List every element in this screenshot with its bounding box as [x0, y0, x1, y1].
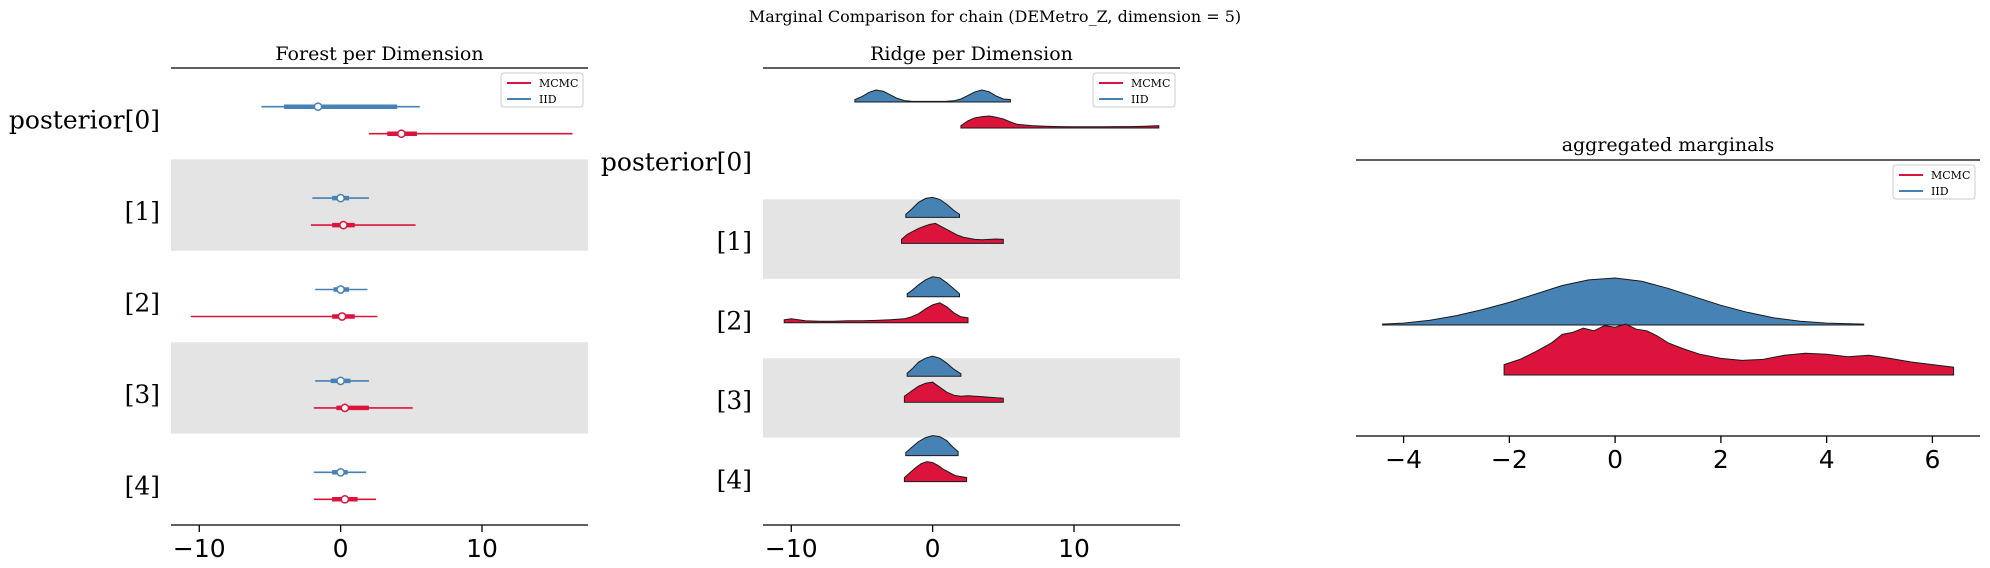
ridge-density-iid: [906, 276, 960, 298]
aggregated-density-iid: [1381, 277, 1865, 326]
row-band: [171, 159, 588, 251]
forest-median-point-iid: [336, 467, 345, 477]
ridge-density-mcmc: [783, 302, 969, 324]
panel-title: Ridge per Dimension: [870, 43, 1073, 65]
row-label: posterior[0]: [601, 148, 752, 177]
row-label: [1]: [125, 197, 160, 226]
row-band: [171, 342, 588, 434]
forest-median-point-iid: [313, 102, 323, 112]
aggregated-density-mcmc: [1503, 323, 1955, 376]
ridge-density-iid: [854, 89, 1011, 103]
forest-median-point-mcmc: [340, 403, 350, 413]
row-label: [2]: [717, 307, 752, 336]
panel-ridge-per-dimension: posterior[0] [1] [2] [3] [4] Ridge per Dimens…: [601, 43, 1180, 563]
row-label: posterior[0]: [9, 106, 160, 135]
ridge-density-mcmc: [901, 222, 1004, 244]
legend-label-iid: IID: [1931, 185, 1949, 198]
x-tick-label: 0: [925, 534, 941, 563]
ridge-density-iid: [905, 196, 960, 218]
x-tick-label: 4: [1819, 445, 1835, 474]
row-label: [3]: [717, 386, 752, 415]
panel-aggregated-marginals: aggregated marginals −4 −2 0 2 4 6 MCMC IID: [1356, 134, 1980, 474]
ridge-density-mcmc: [903, 461, 968, 483]
panel-title: aggregated marginals: [1562, 134, 1775, 156]
x-tick-label: −10: [765, 534, 818, 563]
x-tick-label: −4: [1385, 445, 1422, 474]
forest-median-point-iid: [336, 285, 345, 294]
x-tick-label: 10: [1058, 534, 1090, 563]
row-label: [3]: [125, 380, 160, 409]
x-tick-label: 2: [1713, 445, 1729, 474]
legend-label-iid: IID: [1131, 93, 1149, 106]
x-tick-label: −10: [173, 534, 226, 563]
row-label: [4]: [125, 471, 160, 500]
x-tick-label: 0: [333, 534, 349, 563]
legend-label-mcmc: MCMC: [1931, 169, 1970, 182]
row-label: [1]: [717, 227, 752, 256]
forest-median-point-mcmc: [337, 312, 347, 321]
legend-label-iid: IID: [539, 93, 557, 106]
row-label: [2]: [125, 289, 160, 318]
forest-median-point-iid: [336, 193, 345, 203]
ridge-density-iid: [906, 355, 962, 377]
x-tick-label: −2: [1491, 445, 1528, 474]
x-tick-label: 6: [1924, 445, 1940, 474]
forest-median-point-mcmc: [339, 220, 348, 230]
ridge-density-iid: [905, 435, 959, 457]
ridge-density-mcmc: [903, 381, 1004, 403]
x-tick-label: 10: [466, 534, 498, 563]
forest-median-point-iid: [336, 376, 345, 386]
forest-median-point-mcmc: [397, 129, 406, 139]
legend-label-mcmc: MCMC: [1131, 77, 1170, 90]
panel-title: Forest per Dimension: [275, 43, 483, 65]
ridge-density-mcmc: [960, 115, 1160, 129]
row-label: [4]: [717, 465, 752, 494]
legend-label-mcmc: MCMC: [539, 77, 578, 90]
page-title: Marginal Comparison for chain (DEMetro_Z…: [748, 7, 1242, 26]
x-tick-label: 0: [1607, 445, 1623, 474]
forest-median-point-mcmc: [340, 494, 350, 504]
panel-forest-per-dimension: posterior[0] [1] [2] [3] [4] Forest per Dimen…: [9, 43, 588, 563]
